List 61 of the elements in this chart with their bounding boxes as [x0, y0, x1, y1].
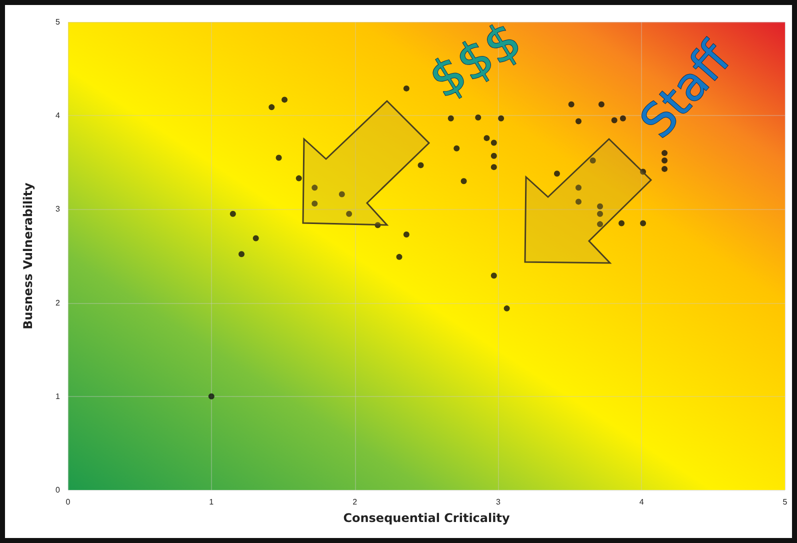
point	[568, 101, 574, 108]
point	[268, 104, 275, 110]
point	[504, 305, 510, 312]
point	[576, 118, 582, 124]
point	[618, 220, 625, 226]
point	[576, 198, 582, 205]
y-tick-label: 0	[56, 486, 61, 494]
point	[276, 154, 282, 161]
point	[448, 115, 454, 122]
point	[230, 210, 236, 217]
point	[498, 115, 504, 122]
point	[403, 231, 410, 238]
y-tick-label: 3	[56, 204, 61, 214]
point	[338, 191, 345, 198]
x-tick-label: 2	[352, 498, 358, 506]
point	[490, 140, 497, 146]
point	[296, 175, 302, 182]
x-tick-label: 1	[209, 498, 214, 506]
point	[490, 272, 497, 279]
x-tick-label: 4	[639, 498, 644, 506]
point	[662, 150, 668, 156]
x-axis-title: Consequential Criticality	[343, 511, 510, 525]
point	[312, 184, 318, 191]
point	[620, 115, 626, 122]
point	[403, 85, 410, 92]
point	[396, 254, 402, 260]
point	[611, 117, 618, 124]
x-tick-label: 5	[782, 498, 788, 506]
point	[238, 251, 245, 258]
point	[484, 135, 490, 142]
point	[490, 152, 497, 159]
y-tick-label: 1	[56, 392, 61, 401]
point	[374, 222, 381, 228]
point	[490, 164, 497, 170]
point	[554, 170, 560, 177]
point	[460, 178, 467, 184]
x-tick-label: 0	[66, 498, 71, 506]
y-tick-label: 4	[56, 111, 61, 120]
point	[576, 184, 582, 191]
point	[597, 203, 604, 210]
point	[252, 235, 259, 242]
point	[282, 96, 288, 103]
point	[454, 145, 460, 152]
y-tick-label: 2	[56, 298, 61, 308]
point	[597, 210, 604, 217]
y-tick-label: 5	[56, 18, 61, 26]
point	[208, 393, 214, 400]
point	[662, 166, 668, 172]
point	[346, 210, 352, 217]
point	[312, 200, 318, 207]
annotation: $$$	[419, 10, 531, 110]
point	[598, 101, 604, 108]
y-axis-title: Busness Vulnerability	[21, 182, 35, 330]
point	[662, 158, 668, 164]
x-tick-label: 3	[496, 498, 501, 506]
point	[475, 114, 482, 120]
point	[597, 221, 604, 228]
point	[640, 168, 646, 175]
point	[590, 158, 596, 164]
point	[640, 220, 646, 226]
point	[418, 162, 424, 168]
